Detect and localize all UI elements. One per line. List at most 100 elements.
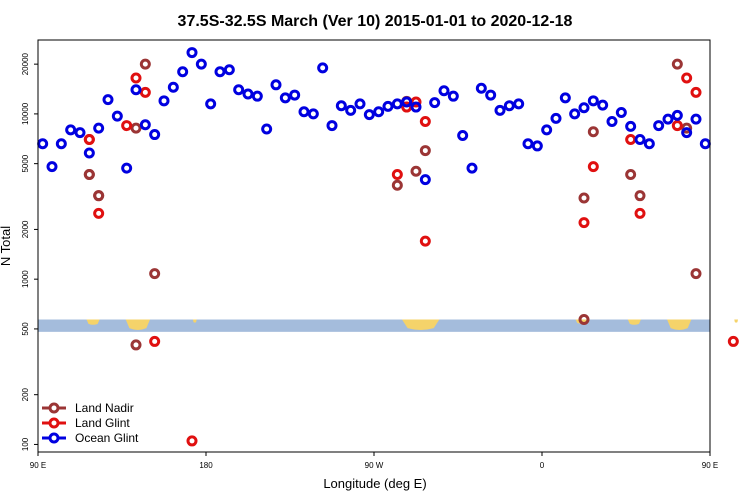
- ocean-glint-point: [111, 110, 123, 122]
- y-tick-label: 500: [21, 322, 30, 336]
- land-glint-point: [690, 86, 702, 98]
- ocean-glint-point: [55, 138, 67, 150]
- land-nadir-point: [671, 58, 683, 70]
- y-tick-label: 2000: [21, 220, 30, 238]
- ocean-glint-point: [513, 98, 525, 110]
- land-region: [667, 319, 692, 330]
- x-tick-label: 90 W: [365, 461, 384, 470]
- ocean-glint-point: [93, 122, 105, 134]
- land-glint-point: [93, 207, 105, 219]
- land-glint-point: [681, 72, 693, 84]
- ocean-glint-point: [307, 108, 319, 120]
- land-glint-point: [139, 86, 151, 98]
- ocean-glint-point: [569, 108, 581, 120]
- ocean-glint-point: [606, 115, 618, 127]
- ocean-glint-point: [690, 113, 702, 125]
- ocean-glint-point: [447, 90, 459, 102]
- land-glint-point: [727, 335, 739, 347]
- land-nadir-point: [578, 192, 590, 204]
- x-axis-label: Longitude (deg E): [323, 476, 426, 491]
- land-region: [125, 319, 150, 330]
- land-region: [192, 319, 197, 323]
- ocean-glint-point: [74, 127, 86, 139]
- ocean-glint-point: [149, 129, 161, 141]
- y-tick-label: 20000: [21, 52, 30, 75]
- ocean-glint-point: [139, 119, 151, 131]
- ocean-glint-point: [457, 130, 469, 142]
- land-nadir-point: [130, 339, 142, 351]
- ocean-glint-point: [419, 174, 431, 186]
- ocean-glint-point: [587, 95, 599, 107]
- ocean-glint-point: [429, 97, 441, 109]
- legend-marker: [48, 402, 60, 414]
- y-tick-label: 200: [21, 387, 30, 401]
- ocean-glint-point: [625, 120, 637, 132]
- ocean-glint-point: [373, 106, 385, 118]
- ocean-glint-point: [671, 109, 683, 121]
- legend-label: Land Nadir: [75, 401, 134, 415]
- ocean-glint-point: [410, 101, 422, 113]
- legend-label: Ocean Glint: [75, 431, 139, 445]
- land-glint-point: [149, 335, 161, 347]
- land-glint-point: [671, 120, 683, 132]
- ocean-glint-point: [233, 84, 245, 96]
- ocean-glint-point: [681, 127, 693, 139]
- ocean-glint-point: [335, 100, 347, 112]
- land-glint-point: [121, 120, 133, 132]
- ocean-glint-point: [223, 64, 235, 76]
- ocean-glint-point: [466, 162, 478, 174]
- y-tick-label: 10000: [21, 102, 30, 125]
- land-glint-point: [130, 72, 142, 84]
- legend-marker: [48, 432, 60, 444]
- ocean-glint-point: [634, 134, 646, 146]
- ocean-glint-point: [270, 79, 282, 91]
- land-nadir-point: [149, 268, 161, 280]
- land-nadir-point: [587, 126, 599, 138]
- ocean-glint-point: [130, 84, 142, 96]
- land-glint-point: [419, 235, 431, 247]
- ocean-band: [38, 319, 710, 332]
- y-axis-label: N Total: [0, 226, 13, 266]
- ocean-glint-point: [177, 66, 189, 78]
- ocean-glint-point: [345, 104, 357, 116]
- ocean-glint-point: [541, 124, 553, 136]
- ocean-glint-point: [391, 98, 403, 110]
- land-region: [402, 319, 440, 330]
- legend-marker: [48, 417, 60, 429]
- ocean-glint-point: [363, 109, 375, 121]
- ocean-glint-point: [485, 89, 497, 101]
- ocean-glint-point: [83, 147, 95, 159]
- ocean-glint-point: [662, 113, 674, 125]
- ocean-glint-point: [615, 106, 627, 118]
- ocean-glint-point: [653, 120, 665, 132]
- ocean-glint-point: [65, 124, 77, 136]
- land-nadir-point: [83, 168, 95, 180]
- ocean-glint-point: [37, 138, 49, 150]
- ocean-glint-point: [121, 162, 133, 174]
- ocean-glint-point: [475, 82, 487, 94]
- land-region: [86, 319, 100, 325]
- chart-title: 37.5S-32.5S March (Ver 10) 2015-01-01 to…: [178, 13, 573, 30]
- land-glint-point: [578, 217, 590, 229]
- land-nadir-point: [93, 190, 105, 202]
- ocean-glint-point: [531, 140, 543, 152]
- x-tick-label: 0: [540, 461, 545, 470]
- land-nadir-point: [391, 179, 403, 191]
- ocean-glint-point: [643, 138, 655, 150]
- ocean-glint-point: [298, 106, 310, 118]
- ocean-glint-point: [559, 92, 571, 104]
- ocean-glint-point: [550, 112, 562, 124]
- axis-ticks: 90 E 180 90 W 0 90 E 100 200 500 1000 2000 5000 100…: [21, 52, 718, 470]
- x-tick-label: 90 E: [30, 461, 46, 470]
- ocean-glint-point: [251, 90, 263, 102]
- y-tick-label: 5000: [21, 154, 30, 172]
- ocean-glint-point: [214, 66, 226, 78]
- ocean-glint-point: [279, 92, 291, 104]
- ocean-glint-point: [158, 95, 170, 107]
- ocean-glint-point: [597, 99, 609, 111]
- ocean-glint-point: [205, 98, 217, 110]
- plot-frame: [37, 39, 711, 453]
- ocean-glint-point: [354, 98, 366, 110]
